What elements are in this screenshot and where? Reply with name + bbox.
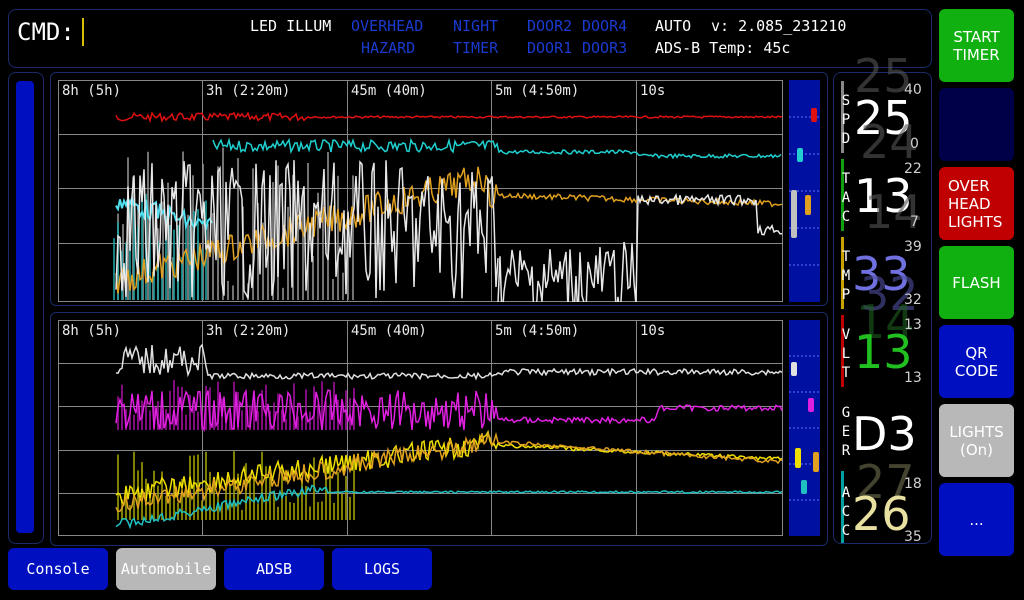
- tmp-value: 33: [852, 247, 911, 301]
- lights-button[interactable]: LIGHTS (On): [939, 404, 1014, 477]
- white-late-series: [497, 193, 782, 302]
- acc-ghost: 27: [856, 455, 915, 509]
- tab-console[interactable]: Console: [8, 548, 108, 590]
- spd-value: 25: [854, 91, 913, 145]
- tmp-min: 32: [904, 292, 922, 308]
- acc-bar: [841, 471, 844, 543]
- command-header: CMD: LED ILLUM OVERHEAD HAZARD NIGHT TIM…: [8, 9, 932, 68]
- top-graph-frame: [50, 72, 828, 306]
- level-marker: [797, 148, 803, 162]
- graph-border: [58, 80, 783, 302]
- tac-ghost: 14: [864, 185, 923, 239]
- spd-max: 40: [904, 82, 922, 98]
- door3-status: DOOR3: [582, 39, 628, 57]
- amber-series: [115, 431, 783, 513]
- cyan-series: [212, 137, 782, 160]
- vlt-value: 13: [854, 325, 913, 379]
- bottom-telemetry-graph: 8h (5h) 3h (2:20m) 45m (40m) 5m (4:50m) 10s: [58, 320, 783, 536]
- red-series: [115, 111, 783, 124]
- vlt-max: 13: [904, 317, 922, 333]
- top-telemetry-graph: 8h (5h) 3h (2:20m) 45m (40m) 5m (4:50m) 10s: [58, 80, 783, 302]
- version-label: v: 2.085_231210: [711, 17, 847, 35]
- acc-min: 35: [904, 529, 922, 545]
- overhead-lights-button[interactable]: OVER HEAD LIGHTS: [939, 167, 1014, 240]
- tab-logs[interactable]: LOGS: [332, 548, 432, 590]
- tac-min: 7: [910, 214, 919, 230]
- time-tick-label: 3h (2:20m): [206, 83, 290, 99]
- bottom-level-indicator: [789, 320, 820, 536]
- level-marker: [808, 398, 814, 412]
- level-marker: [811, 108, 817, 122]
- gear-value: D3: [852, 407, 917, 461]
- yellow-series: [115, 429, 783, 506]
- adsb-temp-label: ADS-B Temp: 45c: [655, 39, 791, 57]
- acc-value: 26: [852, 487, 911, 541]
- door1-status: DOOR1: [527, 39, 573, 57]
- tab-automobile[interactable]: Automobile: [116, 548, 216, 590]
- vlt-bar: [841, 315, 844, 387]
- left-scrollbar-thumb[interactable]: [16, 81, 34, 533]
- time-tick-label: 10s: [640, 323, 665, 339]
- tmp-max: 39: [904, 239, 922, 255]
- time-tick-label: 10s: [640, 83, 665, 99]
- vlt-min: 13: [904, 370, 922, 386]
- tac-value: 13: [854, 169, 913, 223]
- time-tick-label: 45m (40m): [351, 83, 427, 99]
- level-marker: [801, 480, 807, 494]
- time-tick-label: 3h (2:20m): [206, 323, 290, 339]
- white-series: [115, 343, 783, 381]
- cyan-series: [115, 484, 783, 530]
- start-timer-button[interactable]: START TIMER: [939, 9, 1014, 82]
- top-level-indicator: [789, 80, 820, 302]
- night-status: NIGHT: [453, 17, 499, 35]
- flash-button[interactable]: FLASH: [939, 246, 1014, 319]
- amber-series: [115, 166, 783, 294]
- timer-status: TIMER: [453, 39, 499, 57]
- level-marker: [805, 195, 811, 215]
- level-marker: [791, 190, 797, 238]
- time-tick-label: 8h (5h): [62, 83, 121, 99]
- level-marker: [813, 452, 819, 472]
- tac-max: 22: [904, 161, 922, 177]
- blank-button[interactable]: [939, 88, 1014, 161]
- auto-status: AUTO: [655, 17, 692, 35]
- door2-status: DOOR2: [527, 17, 573, 35]
- hazard-status: HAZARD: [361, 39, 416, 57]
- spd-ghost-down: 24: [860, 115, 919, 169]
- level-marker: [791, 362, 797, 376]
- door4-status: DOOR4: [582, 17, 628, 35]
- white-series: [115, 160, 499, 299]
- spd-bar: [841, 81, 844, 153]
- magenta-series: [115, 388, 783, 433]
- led-illum-label: LED ILLUM: [250, 17, 332, 35]
- overhead-status: OVERHEAD: [351, 17, 424, 35]
- vlt-ghost: 14: [856, 295, 915, 349]
- tmp-ghost: 32: [860, 267, 919, 321]
- tmp-bar: [841, 237, 844, 309]
- bottom-graph-frame: [50, 312, 828, 546]
- time-tick-label: 5m (4:50m): [495, 83, 579, 99]
- cmd-cursor[interactable]: [82, 18, 84, 46]
- more-button[interactable]: ...: [939, 483, 1014, 556]
- spd-ghost-up: 25: [854, 49, 913, 103]
- tab-adsb[interactable]: ADSB: [224, 548, 324, 590]
- cmd-label: CMD:: [17, 18, 75, 46]
- tac-bar: [841, 159, 844, 231]
- time-tick-label: 5m (4:50m): [495, 323, 579, 339]
- time-tick-label: 8h (5h): [62, 323, 121, 339]
- graph-border: [58, 320, 783, 536]
- qr-code-button[interactable]: QR CODE: [939, 325, 1014, 398]
- acc-max: 18: [904, 476, 922, 492]
- left-scrollbar[interactable]: [8, 72, 44, 544]
- time-tick-label: 45m (40m): [351, 323, 427, 339]
- level-marker: [795, 448, 801, 468]
- spd-min: 0: [910, 136, 919, 152]
